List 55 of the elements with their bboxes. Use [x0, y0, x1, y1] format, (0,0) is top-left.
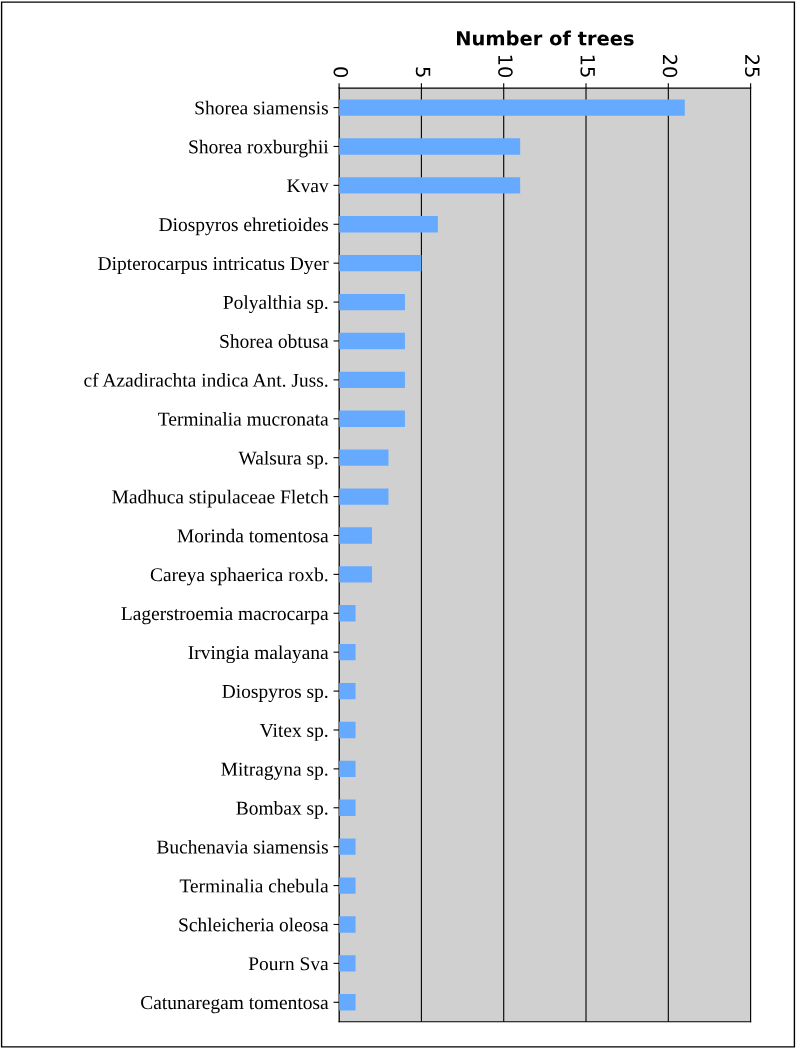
y-tick-label: Walsura sp. — [238, 450, 328, 469]
y-tick-label: Madhuca stipulaceae Fletch — [112, 489, 329, 508]
bar — [339, 605, 356, 622]
bar — [339, 138, 521, 155]
bar — [339, 994, 356, 1011]
y-tick-label: Irvingia malayana — [188, 645, 329, 664]
y-tick-label: cf Azadirachta indica Ant. Juss. — [84, 372, 328, 387]
x-tick-label: 20 — [662, 55, 678, 78]
y-tick-label: Bombax sp. — [236, 801, 328, 819]
bar — [339, 449, 389, 466]
bar — [339, 371, 405, 389]
bar — [339, 721, 356, 739]
bar — [339, 527, 373, 544]
bar — [339, 916, 356, 933]
y-tick-label: Lagerstroemia macrocarpa — [121, 607, 329, 625]
x-tick-label: 25 — [744, 55, 760, 77]
bar — [339, 332, 405, 350]
y-tick-label: Mitragyna sp. — [221, 762, 328, 780]
bar — [339, 255, 422, 272]
bar — [339, 644, 356, 661]
bar — [339, 760, 356, 778]
y-tick-label: Kvav — [287, 179, 329, 193]
y-tick-label: Diospyros ehretioides — [159, 217, 328, 236]
x-tick-label: 0 — [333, 67, 349, 78]
x-tick-label: 15 — [580, 55, 595, 77]
bar — [339, 293, 405, 311]
bar — [339, 488, 389, 505]
x-axis-title: Number of trees — [457, 30, 634, 46]
y-tick-label: Terminalia mucronata — [158, 412, 329, 426]
bar — [339, 216, 438, 233]
bar — [339, 682, 356, 700]
y-tick-label: Polyalthia sp. — [223, 295, 328, 314]
y-tick-label: Schleicheria oleosa — [179, 917, 329, 932]
y-tick-label: Morinda tomentosa — [177, 528, 329, 543]
bar — [339, 799, 356, 816]
y-tick-label: Diospyros sp. — [222, 684, 328, 702]
y-tick-label: Shorea siamensis — [195, 100, 328, 115]
y-tick-label: Terminalia chebula — [179, 878, 329, 893]
y-tick-label: Dipterocarpus intricatus Dyer — [98, 257, 329, 275]
x-tick-label: 5 — [415, 67, 431, 77]
bar — [339, 410, 405, 427]
bar — [339, 955, 356, 972]
x-tick-label: 10 — [498, 55, 513, 78]
bar — [339, 566, 373, 583]
bar — [339, 177, 521, 194]
y-tick-label: Careya sphaerica roxb. — [150, 567, 328, 586]
y-tick-label: Shorea roxburghii — [189, 139, 329, 158]
y-tick-label: Catunaregam tomentosa — [141, 996, 329, 1014]
bar — [339, 838, 356, 855]
bar — [339, 99, 685, 116]
bar — [339, 877, 356, 894]
y-tick-label: Vitex sp. — [259, 723, 328, 741]
y-tick-label: Buchenavia siamensis — [156, 839, 328, 854]
y-tick-label: Pourn Sva — [248, 957, 329, 971]
y-tick-label: Shorea obtusa — [220, 334, 329, 348]
